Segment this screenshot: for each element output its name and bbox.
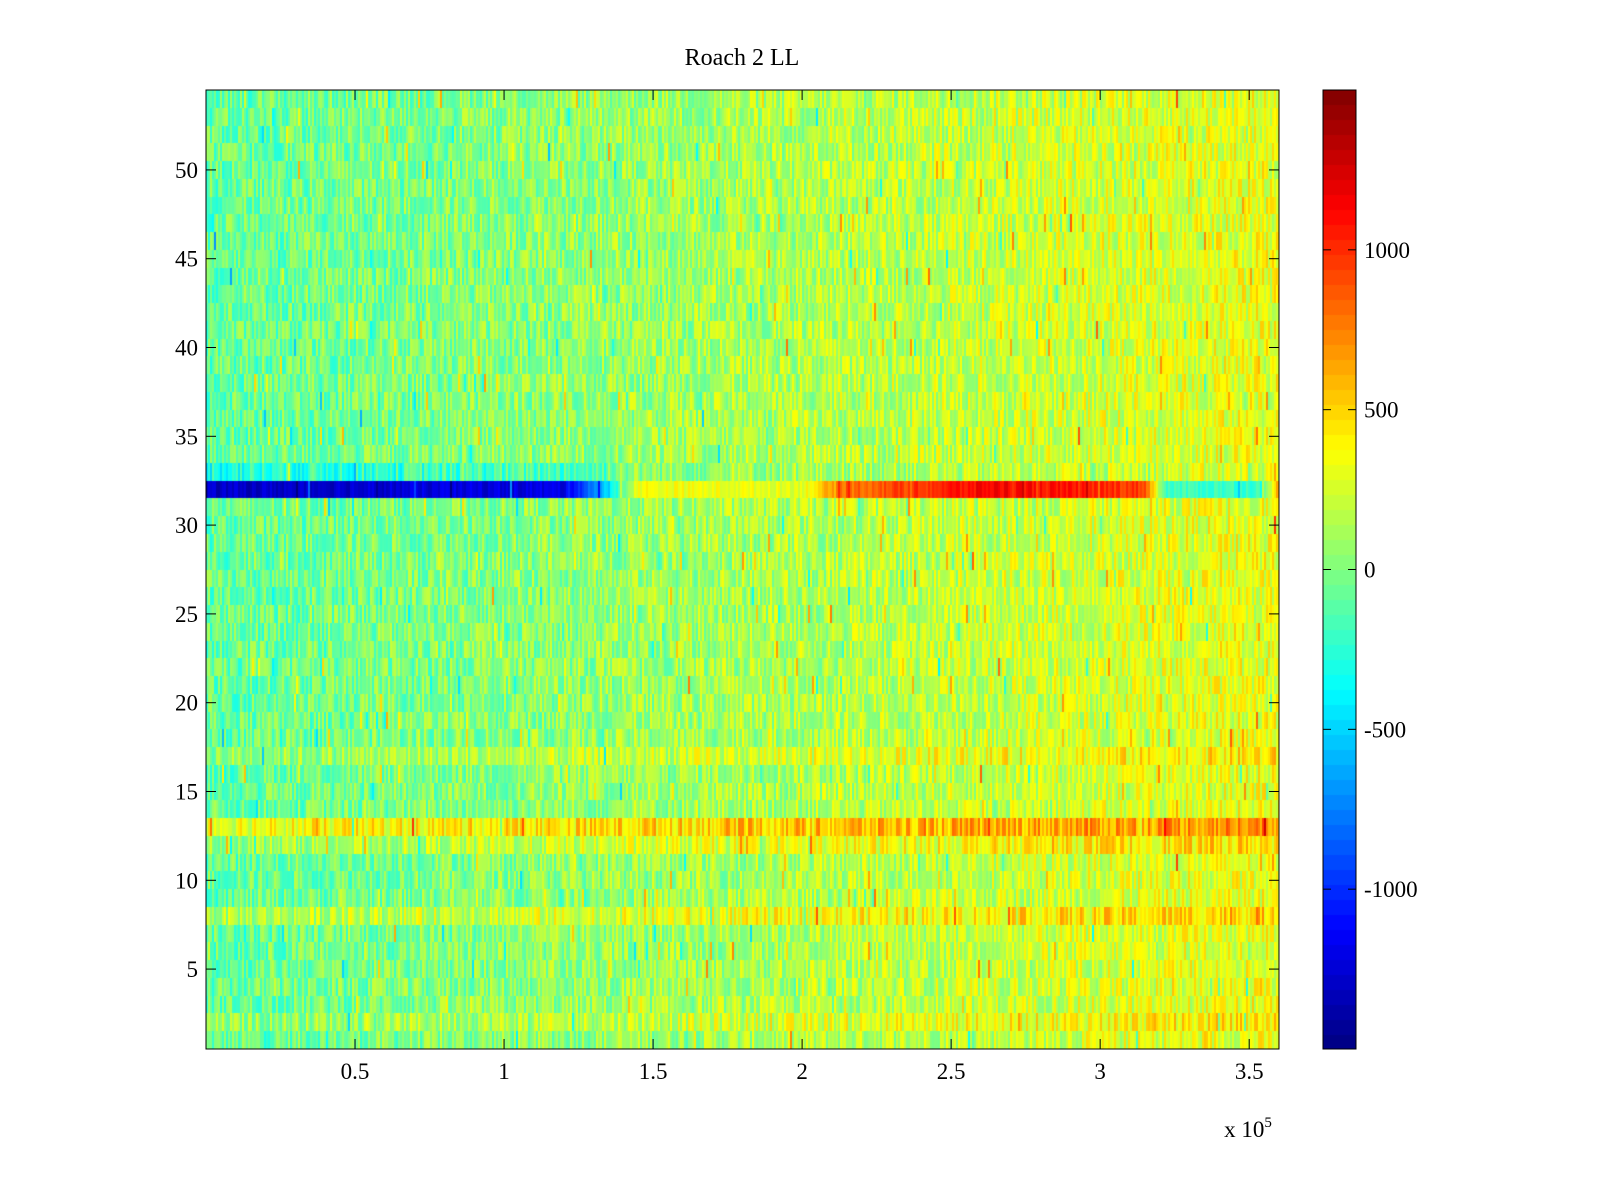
y-tick-label: 20 [175,691,198,716]
heatmap-canvas-holder [206,90,1279,1049]
colorbar-tick-label: -1000 [1364,877,1418,902]
x-axis-exponent-prefix: x 10 [1224,1117,1264,1142]
y-axis: 5 10 15 20 25 30 35 40 45 50 [175,158,1279,982]
y-tick-label: 10 [175,868,198,893]
chart-title: Roach 2 LL [685,45,800,71]
x-tick-label: 3.5 [1235,1059,1264,1084]
y-tick-label: 40 [175,336,198,361]
x-tick-label: 3 [1094,1059,1106,1084]
y-tick-label: 30 [175,513,198,538]
y-tick-label: 45 [175,247,198,272]
y-tick-label: 15 [175,779,198,804]
plot-frame [205,89,1280,1050]
y-tick-label: 50 [175,158,198,183]
colorbar-tick-label: 0 [1364,558,1376,583]
y-tick-label: 35 [175,424,198,449]
x-tick-label: 2 [796,1059,808,1084]
x-tick-label: 2.5 [937,1059,966,1084]
colorbar-tick-label: -500 [1364,717,1406,742]
x-axis: 0.5 1 1.5 2 2.5 3 3.5 [341,90,1264,1084]
y-tick-label: 5 [187,957,199,982]
x-axis-exponent: x 105 [1224,1115,1272,1142]
colorbar: 1000 500 0 -500 -1000 [1322,89,1418,1050]
x-tick-label: 0.5 [341,1059,370,1084]
y-tick-label: 25 [175,602,198,627]
heatmap-canvas [206,90,1279,1049]
x-axis-exponent-power: 5 [1264,1115,1272,1131]
colorbar-ticks: 1000 500 0 -500 -1000 [1323,238,1418,902]
x-tick-label: 1 [498,1059,510,1084]
x-tick-label: 1.5 [639,1059,668,1084]
colorbar-tick-label: 500 [1364,398,1399,423]
colorbar-tick-label: 1000 [1364,238,1410,263]
